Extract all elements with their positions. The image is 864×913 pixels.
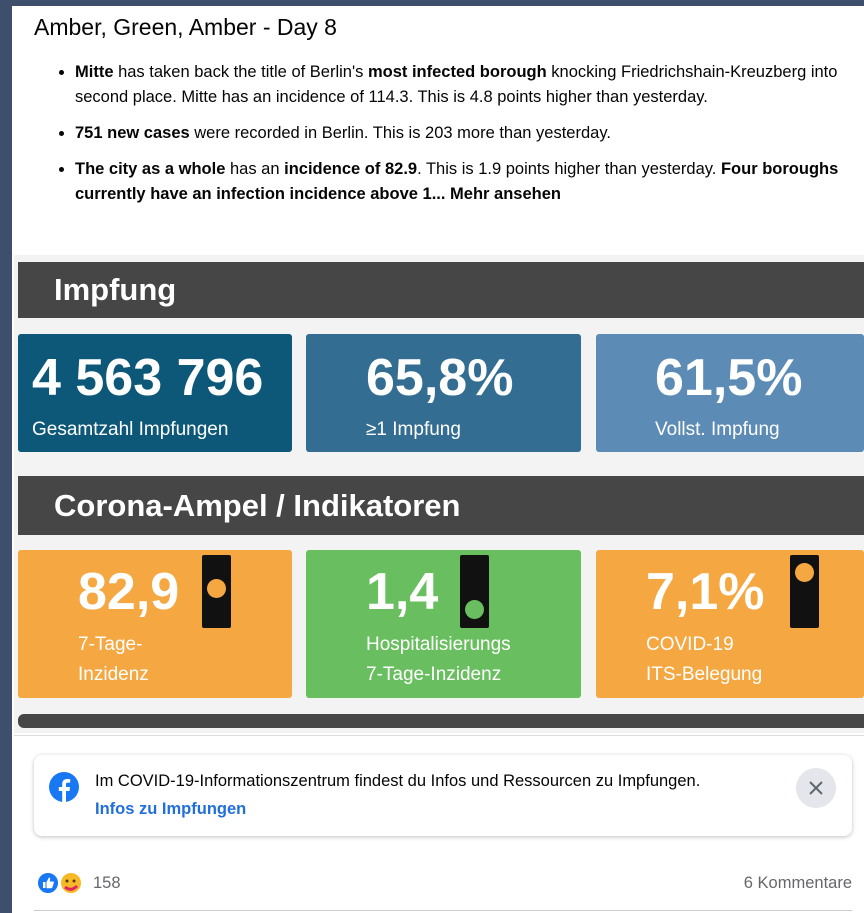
stat-label: Hospitalisierungs bbox=[366, 634, 511, 655]
reaction-icons bbox=[36, 871, 83, 895]
window-frame bbox=[0, 0, 864, 6]
section-heading: Corona-Ampel / Indikatoren bbox=[18, 476, 864, 535]
more-link[interactable]: Mehr ansehen bbox=[450, 185, 561, 203]
stat-value: 61,5% bbox=[655, 349, 803, 407]
reaction-count[interactable]: 158 bbox=[93, 874, 121, 892]
post-bullets: Mitte has taken back the title of Berlin… bbox=[56, 60, 855, 218]
stat-label: ITS-Belegung bbox=[646, 664, 763, 685]
stat-label: Inzidenz bbox=[78, 664, 149, 685]
stat-label: ≥1 Impfung bbox=[366, 419, 461, 440]
bullet-text: most infected borough bbox=[367, 63, 547, 81]
traffic-light-lamp bbox=[795, 563, 814, 582]
stat-value: 7,1% bbox=[646, 563, 765, 621]
stat-tile: 82,9 7-Tage- Inzidenz bbox=[18, 550, 292, 698]
bullet-text: The city as a whole bbox=[75, 160, 226, 178]
separator bbox=[14, 735, 864, 736]
post-title: Amber, Green, Amber - Day 8 bbox=[34, 14, 337, 40]
info-text: Im COVID-19-Informationszentrum findest … bbox=[95, 772, 701, 790]
stat-tile: 65,8% ≥1 Impfung bbox=[306, 334, 581, 452]
close-button[interactable] bbox=[796, 768, 836, 808]
info-box: Im COVID-19-Informationszentrum findest … bbox=[34, 755, 852, 836]
stat-label: 7-Tage-Inzidenz bbox=[366, 664, 502, 685]
bullet: The city as a whole has an incidence of … bbox=[75, 157, 855, 207]
traffic-light bbox=[460, 555, 489, 628]
bullet-text: knocking Friedrichshain-Kreuzberg into s… bbox=[75, 63, 838, 106]
info-link[interactable]: Infos zu Impfungen bbox=[95, 800, 247, 818]
stat-label: Vollst. Impfung bbox=[655, 419, 780, 440]
bullet-text: Mitte bbox=[75, 63, 114, 81]
bullet-text: has taken back the title of Berlin's bbox=[113, 63, 368, 81]
traffic-light-lamp bbox=[465, 600, 484, 619]
bullet-text: Four boroughs currently have an infectio… bbox=[75, 160, 839, 203]
section-heading: Impfung bbox=[18, 262, 864, 318]
facebook-icon bbox=[49, 772, 79, 802]
stat-tile: 4 563 796 Gesamtzahl Impfungen bbox=[18, 334, 292, 452]
stat-label: Gesamtzahl Impfungen bbox=[32, 419, 229, 440]
stat-value: 82,9 bbox=[78, 563, 180, 621]
traffic-light-lamp bbox=[207, 579, 226, 598]
bullet-text: has an bbox=[225, 160, 285, 178]
stat-tile: 61,5% Vollst. Impfung bbox=[596, 334, 864, 452]
separator bbox=[34, 910, 852, 911]
stat-value: 65,8% bbox=[366, 349, 514, 407]
traffic-light bbox=[790, 555, 819, 628]
post-image: Impfung 4 563 796 Gesamtzahl Impfungen 65,8… bbox=[14, 255, 864, 733]
bullet-text: were recorded in Berlin. This is 203 mor… bbox=[189, 124, 611, 142]
bullet: Mitte has taken back the title of Berlin… bbox=[75, 60, 855, 110]
traffic-light bbox=[202, 555, 231, 628]
comment-count[interactable]: 6 Kommentare bbox=[743, 874, 852, 892]
stat-label: 7-Tage- bbox=[78, 634, 143, 655]
stat-tile: 1,4 Hospitalisierungs 7-Tage-Inzidenz bbox=[306, 550, 581, 698]
bullet-text: 751 new cases bbox=[75, 124, 190, 142]
stat-value: 1,4 bbox=[366, 563, 439, 621]
bullet-text: incidence of 82.9 bbox=[284, 160, 418, 178]
stat-value: 4 563 796 bbox=[32, 349, 264, 407]
stat-tile: 7,1% COVID-19 ITS-Belegung bbox=[596, 550, 864, 698]
bullet-text: . This is 1.9 points higher than yesterd… bbox=[417, 160, 721, 178]
bullet: 751 new cases were recorded in Berlin. T… bbox=[75, 121, 855, 146]
image-bar bbox=[18, 714, 864, 728]
window-frame bbox=[0, 0, 12, 913]
stat-label: COVID-19 bbox=[646, 634, 734, 655]
